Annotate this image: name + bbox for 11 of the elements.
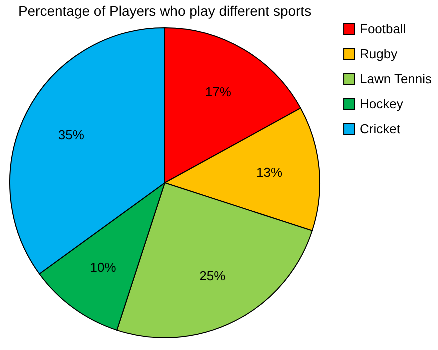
data-label: 10% <box>90 260 117 275</box>
data-label: 25% <box>200 268 226 284</box>
legend-label: Cricket <box>360 122 401 136</box>
legend-label: Hockey <box>360 96 404 112</box>
data-label: 35% <box>58 127 85 142</box>
legend-label: Rugby <box>360 46 398 62</box>
legend-label: Football <box>360 22 406 36</box>
data-label: 13% <box>256 165 283 180</box>
data-label: 17% <box>205 84 232 100</box>
chart-title: Percentage of Players who play different sports <box>18 3 312 19</box>
legend-label: Lawn Tennis <box>360 72 433 86</box>
